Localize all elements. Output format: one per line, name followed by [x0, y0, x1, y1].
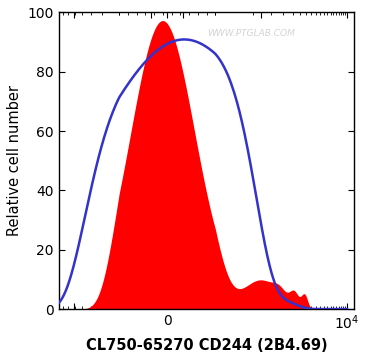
X-axis label: CL750-65270 CD244 (2B4.69): CL750-65270 CD244 (2B4.69) [86, 338, 327, 353]
Y-axis label: Relative cell number: Relative cell number [7, 85, 22, 236]
Text: WWW.PTGLAB.COM: WWW.PTGLAB.COM [207, 29, 295, 38]
